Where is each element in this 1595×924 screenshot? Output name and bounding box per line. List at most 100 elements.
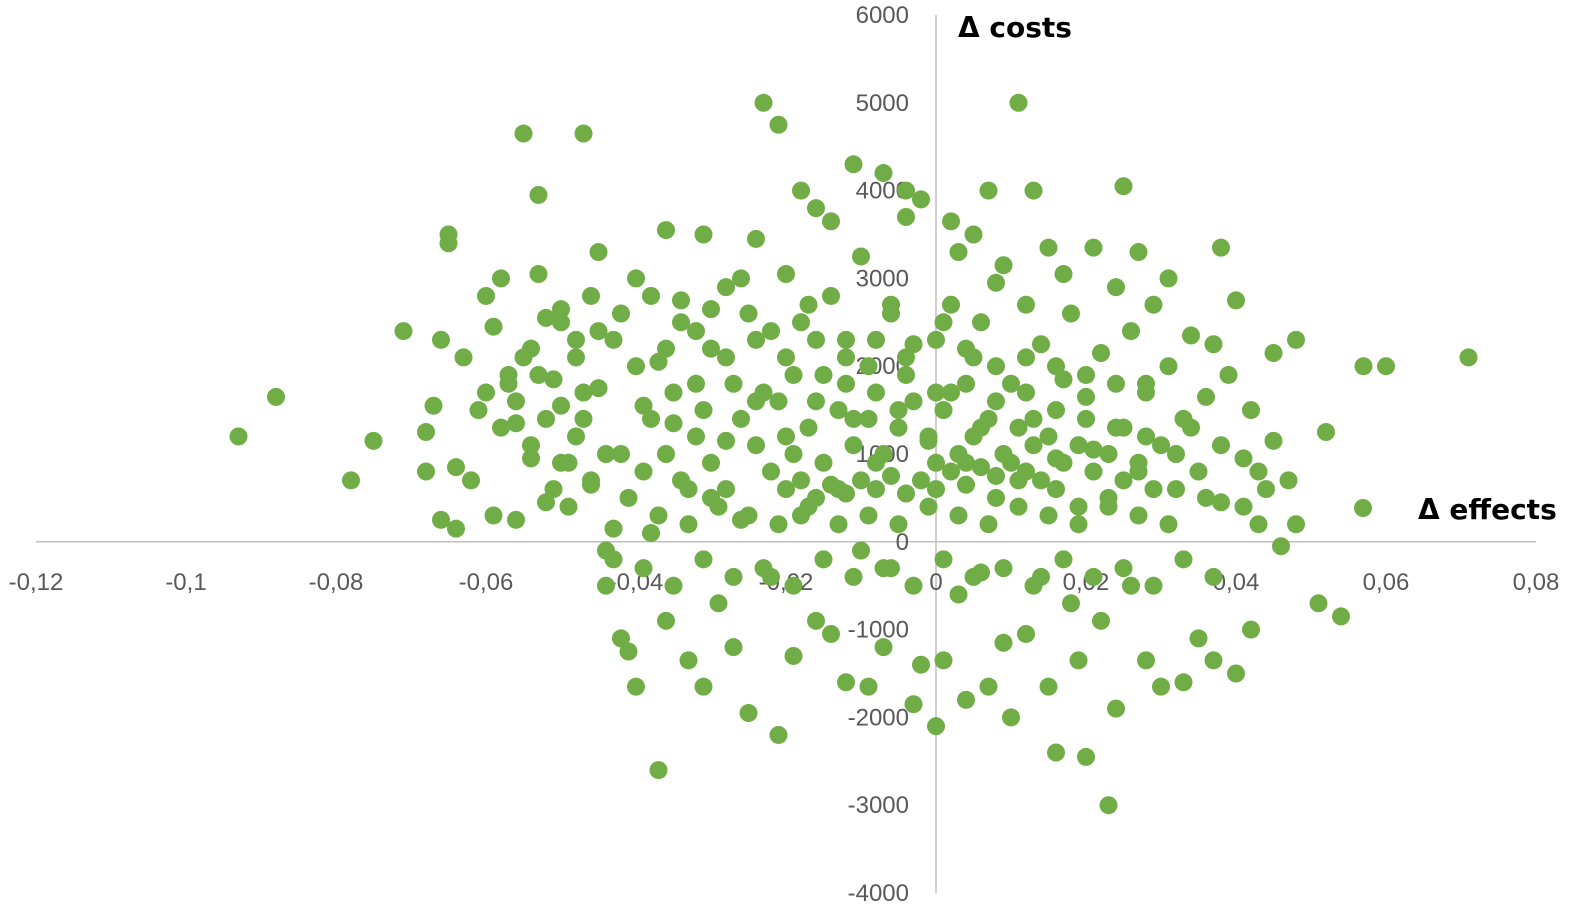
data-point	[1039, 238, 1058, 257]
data-point	[1032, 335, 1050, 354]
data-point	[769, 725, 788, 744]
data-point	[1017, 624, 1035, 643]
data-point	[709, 594, 728, 613]
data-point	[1189, 462, 1208, 481]
data-point	[987, 466, 1005, 485]
data-point	[792, 313, 810, 332]
legend: Δ effects	[1354, 493, 1557, 526]
data-point	[897, 181, 915, 200]
data-point	[762, 322, 780, 341]
data-point	[1107, 374, 1125, 393]
data-point	[829, 515, 848, 534]
data-point	[1114, 177, 1133, 196]
data-point	[342, 471, 360, 490]
data-point	[822, 286, 840, 305]
x-tick-label: 0,08	[1513, 569, 1560, 596]
data-point	[559, 497, 578, 516]
data-point	[529, 185, 548, 204]
data-point	[694, 401, 713, 420]
data-point	[859, 677, 878, 696]
data-point	[604, 519, 623, 538]
data-point	[912, 471, 930, 490]
data-point	[949, 243, 968, 262]
data-point	[642, 286, 660, 305]
data-point	[1167, 445, 1185, 463]
data-point	[477, 286, 495, 305]
data-point	[1099, 796, 1118, 815]
data-point	[439, 234, 458, 253]
data-point	[664, 383, 683, 402]
data-point	[1099, 445, 1118, 463]
data-point	[964, 225, 983, 244]
data-point	[889, 401, 908, 420]
data-point	[844, 409, 863, 428]
data-point	[657, 339, 675, 358]
data-point	[1024, 436, 1043, 455]
data-point	[1002, 374, 1020, 393]
data-point	[1354, 357, 1373, 376]
data-point	[574, 383, 593, 402]
data-point	[1129, 453, 1148, 472]
data-point	[859, 506, 878, 525]
data-point	[567, 427, 585, 446]
y-tick-label: -2000	[848, 704, 909, 731]
data-point	[1054, 550, 1073, 569]
data-point	[1062, 304, 1080, 323]
legend-label: Δ effects	[1418, 493, 1557, 526]
data-point	[957, 374, 975, 393]
data-point	[1309, 594, 1328, 613]
data-points	[229, 93, 1478, 815]
data-point	[972, 458, 990, 477]
data-point	[1017, 462, 1035, 481]
data-point	[822, 624, 840, 643]
data-point	[687, 374, 705, 393]
data-point	[589, 243, 608, 262]
data-point	[499, 374, 518, 393]
data-point	[447, 519, 465, 538]
data-point	[762, 462, 780, 481]
data-point	[1129, 243, 1148, 262]
data-point	[942, 212, 960, 231]
data-point	[1249, 515, 1268, 534]
data-point	[1257, 480, 1275, 499]
data-point	[717, 278, 735, 297]
data-point	[627, 357, 645, 376]
data-point	[1182, 418, 1200, 437]
data-point	[552, 313, 570, 332]
data-point	[904, 392, 923, 411]
data-point	[634, 559, 653, 578]
data-point	[694, 677, 713, 696]
data-point	[1137, 651, 1155, 670]
data-point	[1024, 409, 1043, 428]
data-point	[829, 401, 848, 420]
data-point	[537, 493, 555, 512]
data-point	[552, 396, 570, 415]
data-point	[927, 480, 945, 499]
data-point	[1047, 743, 1065, 762]
data-point	[822, 212, 840, 231]
data-point	[1062, 594, 1080, 613]
data-point	[537, 409, 555, 428]
data-point	[904, 695, 923, 714]
data-point	[1227, 291, 1245, 310]
data-point	[1077, 365, 1095, 384]
data-point	[364, 431, 383, 450]
data-point	[514, 124, 533, 143]
data-point	[1459, 348, 1478, 367]
data-point	[934, 401, 953, 420]
data-point	[1069, 515, 1088, 534]
data-point	[619, 488, 638, 507]
data-point	[484, 506, 503, 525]
data-point	[1264, 344, 1283, 363]
data-point	[649, 506, 668, 525]
data-point	[1174, 673, 1193, 692]
data-point	[807, 199, 825, 218]
data-point	[777, 480, 795, 499]
data-point	[582, 471, 600, 490]
data-point	[1144, 295, 1163, 314]
data-point	[1077, 409, 1095, 428]
data-point	[604, 550, 623, 569]
data-point	[1242, 401, 1260, 420]
data-point	[672, 313, 690, 332]
data-point	[739, 304, 758, 323]
